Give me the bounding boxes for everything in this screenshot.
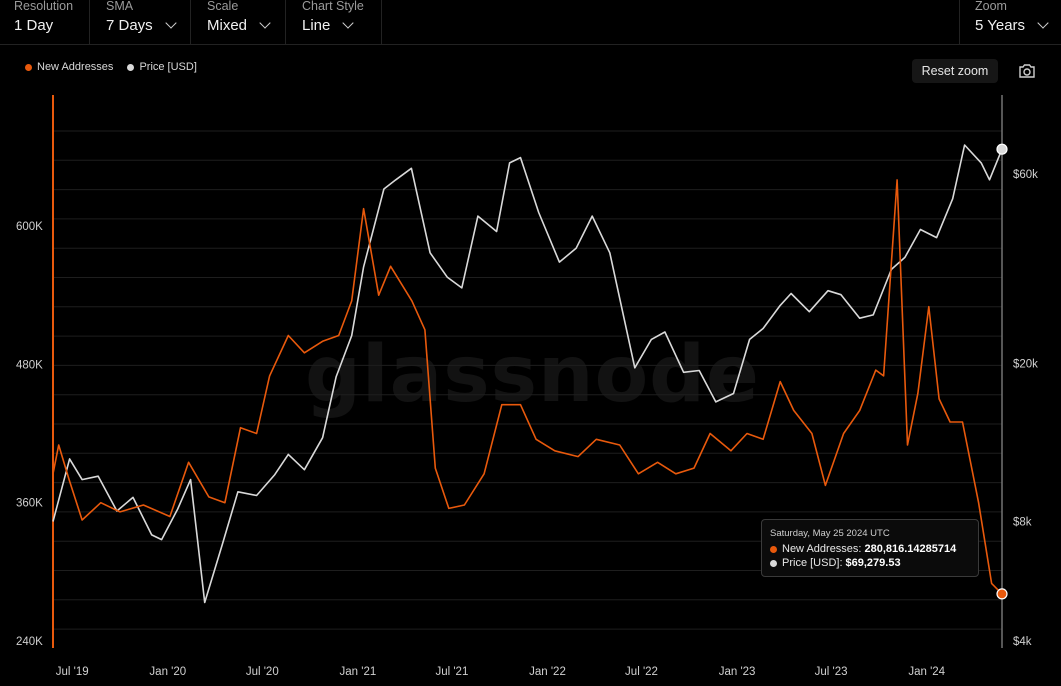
resolution-dropdown[interactable]: Resolution 1 Day — [0, 0, 90, 44]
x-tick-label: Jul '20 — [246, 666, 279, 678]
y-tick-label-left: 360K — [16, 498, 43, 510]
tooltip-marker — [770, 545, 777, 553]
x-tick-label: Jan '21 — [340, 666, 377, 678]
sma-label: SMA — [106, 0, 134, 13]
y-tick-label-right: $60k — [1013, 169, 1038, 181]
tooltip-date: Saturday, May 25 2024 UTC — [770, 528, 890, 539]
watermark: glassnode — [305, 330, 760, 420]
x-tick-label: Jan '20 — [149, 666, 186, 678]
scale-dropdown[interactable]: Scale Mixed — [190, 0, 286, 44]
chart-tooltip: Saturday, May 25 2024 UTC New Addresses:… — [761, 519, 979, 577]
legend-marker — [25, 63, 32, 71]
reset-zoom-button[interactable]: Reset zoom — [912, 59, 998, 83]
chart-style-dropdown[interactable]: Chart Style Line — [285, 0, 382, 44]
tooltip-label: New Addresses: — [782, 543, 862, 555]
x-tick-label: Jul '19 — [56, 666, 89, 678]
tooltip-value: $69,279.53 — [845, 557, 901, 569]
y-tick-label-left: 240K — [16, 636, 43, 648]
new-addresses-line — [52, 179, 1003, 595]
chart-legend: New Addresses Price [USD] — [25, 61, 197, 73]
chart-style-value: Line — [302, 17, 331, 34]
legend-item-new-addresses[interactable]: New Addresses — [25, 61, 113, 73]
scale-value: Mixed — [207, 17, 248, 34]
zoom-label: Zoom — [975, 0, 1007, 13]
resolution-label: Resolution — [14, 0, 74, 13]
x-tick-label: Jul '21 — [435, 666, 468, 678]
tooltip-row-price: Price [USD]: $69,279.53 — [770, 557, 901, 569]
tooltip-value: 280,816.14285714 — [864, 543, 957, 555]
y-tick-label-left: 600K — [16, 221, 43, 233]
scale-label: Scale — [207, 0, 239, 13]
sma-value: 7 Days — [106, 17, 153, 34]
x-tick-label: Jan '22 — [529, 666, 566, 678]
x-tick-label: Jul '22 — [625, 666, 658, 678]
zoom-value: 5 Years — [975, 17, 1026, 34]
price-line — [52, 144, 1003, 604]
y-tick-label-right: $8k — [1013, 517, 1032, 529]
x-tick-label: Jul '23 — [815, 666, 848, 678]
camera-icon[interactable] — [1018, 63, 1036, 79]
legend-item-price[interactable]: Price [USD] — [127, 61, 197, 73]
toolbar: Resolution 1 Day SMA 7 Days Scale Mixed … — [0, 0, 1061, 45]
legend-marker — [127, 63, 135, 71]
new-addresses-hover-point — [996, 588, 1008, 600]
legend-label: New Addresses — [37, 61, 114, 73]
tooltip-marker — [770, 559, 777, 567]
tooltip-row-new-addresses: New Addresses: 280,816.14285714 — [770, 543, 956, 555]
x-tick-label: Jan '24 — [908, 666, 945, 678]
legend-label: Price [USD] — [139, 61, 197, 73]
tooltip-label: Price [USD]: — [782, 557, 843, 569]
x-tick-label: Jan '23 — [719, 666, 756, 678]
resolution-value: 1 Day — [14, 17, 54, 34]
y-tick-label-right: $20k — [1013, 359, 1038, 371]
chart-style-label: Chart Style — [302, 0, 364, 13]
y-tick-label-left: 480K — [16, 359, 43, 371]
sma-dropdown[interactable]: SMA 7 Days — [89, 0, 191, 44]
zoom-dropdown[interactable]: Zoom 5 Years — [959, 0, 1061, 44]
price-hover-point — [996, 143, 1008, 155]
y-tick-label-right: $4k — [1013, 636, 1032, 648]
